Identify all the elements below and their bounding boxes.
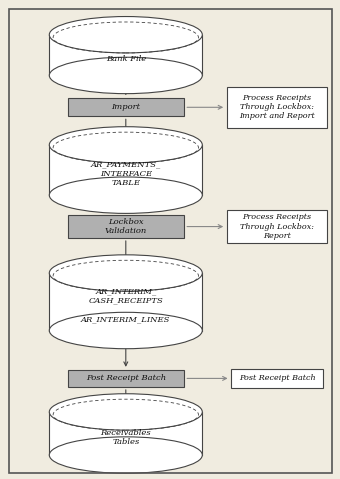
Bar xyxy=(68,98,184,116)
Ellipse shape xyxy=(49,312,202,349)
Bar xyxy=(49,273,202,331)
Bar xyxy=(227,210,327,243)
Bar xyxy=(227,87,327,128)
Ellipse shape xyxy=(49,177,202,214)
Ellipse shape xyxy=(49,255,202,291)
Bar xyxy=(49,145,202,195)
Text: Import: Import xyxy=(111,103,140,111)
Bar xyxy=(49,412,202,455)
Text: Post Receipt Batch: Post Receipt Batch xyxy=(239,375,316,382)
Text: Process Receipts
Through Lockbox:
Import and Report: Process Receipts Through Lockbox: Import… xyxy=(239,94,315,121)
Text: Lockbox
Validation: Lockbox Validation xyxy=(105,218,147,235)
Text: Process Receipts
Through Lockbox:
Report: Process Receipts Through Lockbox: Report xyxy=(240,213,314,240)
Bar xyxy=(231,369,323,388)
Text: AR_INTERIM_
CASH_RECEIPTS

AR_INTERIM_LINES: AR_INTERIM_ CASH_RECEIPTS AR_INTERIM_LIN… xyxy=(81,287,170,323)
Ellipse shape xyxy=(49,57,202,94)
Bar xyxy=(68,370,184,387)
Bar xyxy=(68,215,184,238)
Text: Bank File: Bank File xyxy=(106,55,146,63)
Text: Post Receipt Batch: Post Receipt Batch xyxy=(86,375,166,382)
Ellipse shape xyxy=(49,394,202,430)
Bar xyxy=(49,35,202,76)
Text: AR_PAYMENTS_
INTERFACE
TABLE: AR_PAYMENTS_ INTERFACE TABLE xyxy=(91,160,161,187)
Text: Receivables
Tables: Receivables Tables xyxy=(101,429,151,446)
Ellipse shape xyxy=(49,437,202,473)
Ellipse shape xyxy=(49,127,202,163)
Ellipse shape xyxy=(49,16,202,53)
